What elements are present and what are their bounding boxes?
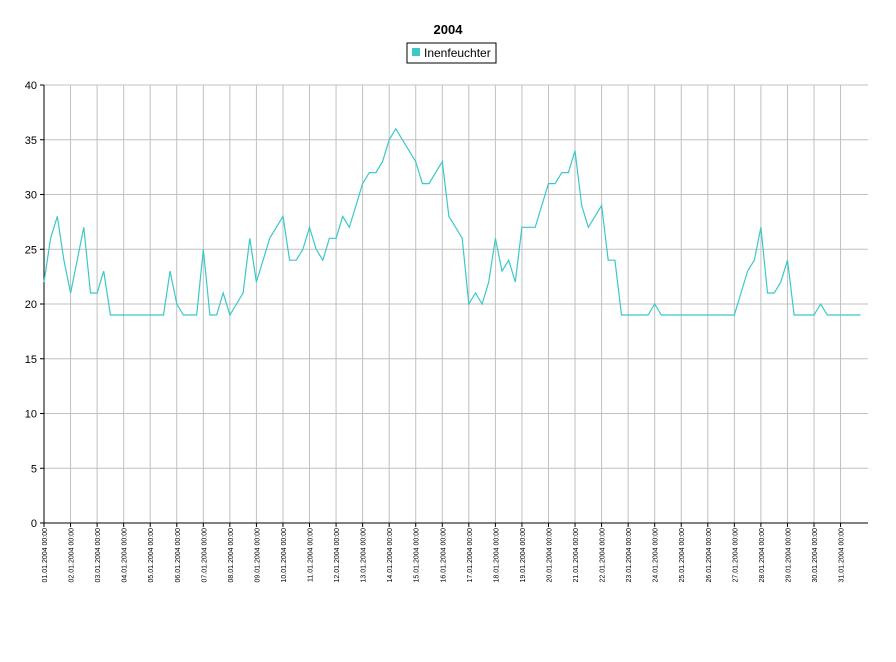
x-tick-label: 28.01.2004 00:00 [759,528,766,583]
y-tick-label: 0 [31,518,37,530]
x-tick-label: 16.01.2004 00:00 [440,528,447,583]
x-tick-label: 15.01.2004 00:00 [414,528,421,583]
x-tick-label: 30.01.2004 00:00 [812,528,819,583]
x-tick-label: 04.01.2004 00:00 [122,528,129,583]
y-tick-label: 25 [25,244,37,256]
x-tick-label: 19.01.2004 00:00 [520,528,527,583]
x-tick-label: 27.01.2004 00:00 [732,528,739,583]
x-tick-label: 12.01.2004 00:00 [334,528,341,583]
x-tick-label: 24.01.2004 00:00 [653,528,660,583]
x-tick-label: 22.01.2004 00:00 [600,528,607,583]
x-tick-label: 18.01.2004 00:00 [493,528,500,583]
x-tick-label: 17.01.2004 00:00 [467,528,474,583]
x-tick-label: 02.01.2004 00:00 [69,528,76,583]
x-tick-label: 14.01.2004 00:00 [387,528,394,583]
x-tick-label: 23.01.2004 00:00 [626,528,633,583]
x-tick-label: 03.01.2004 00:00 [95,528,102,583]
x-tick-label: 06.01.2004 00:00 [175,528,182,583]
x-tick-label: 07.01.2004 00:00 [201,528,208,583]
y-tick-label: 5 [31,463,37,475]
chart-title: 2004 [434,22,464,37]
y-tick-label: 20 [25,299,37,311]
x-tick-label: 25.01.2004 00:00 [679,528,686,583]
x-tick-label: 29.01.2004 00:00 [785,528,792,583]
x-tick-label: 01.01.2004 00:00 [42,528,49,583]
y-tick-label: 35 [25,135,37,147]
x-tick-label: 11.01.2004 00:00 [308,528,315,582]
y-tick-label: 30 [25,190,37,202]
legend-swatch [412,48,420,56]
x-tick-label: 13.01.2004 00:00 [361,528,368,583]
x-tick-label: 26.01.2004 00:00 [706,528,713,583]
x-tick-label: 09.01.2004 00:00 [254,528,261,583]
x-tick-label: 08.01.2004 00:00 [228,528,235,583]
x-tick-label: 05.01.2004 00:00 [148,528,155,583]
y-tick-label: 10 [25,409,37,421]
x-tick-label: 20.01.2004 00:00 [546,528,553,583]
legend-label: Inenfeuchter [424,46,491,60]
y-tick-label: 40 [25,80,37,92]
x-tick-label: 10.01.2004 00:00 [281,528,288,583]
legend-box [406,42,497,64]
x-tick-label: 21.01.2004 00:00 [573,528,580,583]
series-line [43,127,861,317]
y-tick-label: 15 [25,354,37,366]
x-tick-label: 31.01.2004 00:00 [839,528,846,583]
